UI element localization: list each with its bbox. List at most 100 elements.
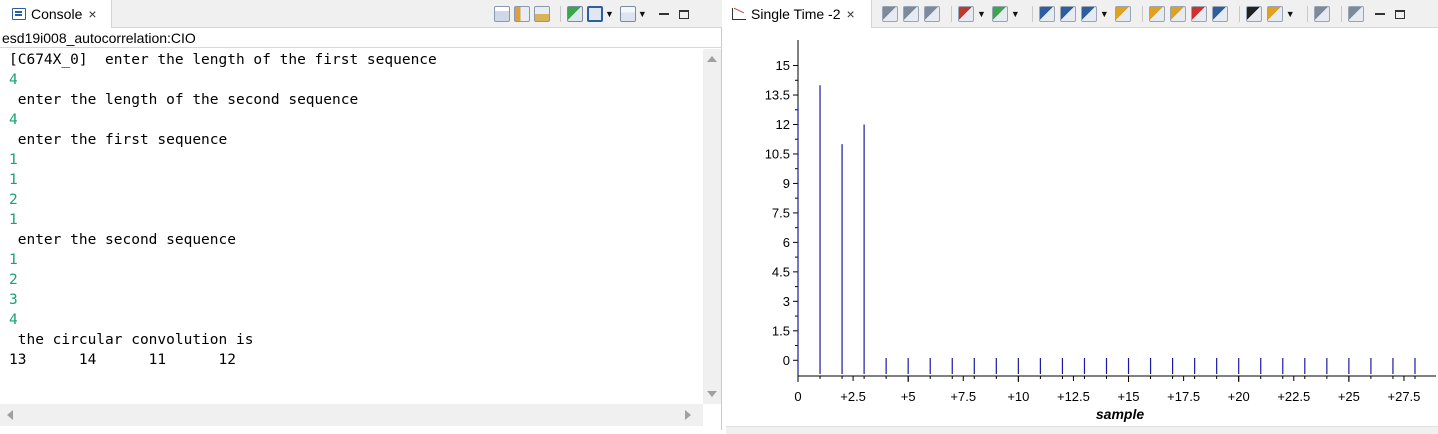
status-strip — [726, 426, 1438, 434]
zoom-out-icon[interactable] — [1059, 6, 1076, 22]
y-tick-label: 13.5 — [765, 88, 790, 103]
pin-console-icon[interactable] — [567, 6, 583, 22]
y-tick-label: 1.5 — [772, 323, 790, 338]
x-tick-label: +2.5 — [840, 389, 866, 404]
console-output[interactable]: [C674X_0] enter the length of the first … — [0, 49, 703, 404]
y-tick-label: 7.5 — [772, 205, 790, 220]
maximize-icon[interactable] — [1394, 9, 1405, 19]
clear-console-icon[interactable] — [494, 6, 510, 22]
properties-icon[interactable] — [1347, 6, 1364, 22]
console-input-line: 2 — [9, 192, 18, 208]
x-tick-label: +10 — [1007, 389, 1029, 404]
chevron-down-icon[interactable]: ▼ — [605, 9, 614, 19]
x-tick-label: +12.5 — [1057, 389, 1090, 404]
toolbar-separator — [1306, 6, 1308, 22]
scroll-right-icon[interactable] — [685, 410, 691, 420]
tab-console[interactable]: Console × — [0, 0, 112, 28]
align-icon[interactable] — [882, 6, 898, 22]
chevron-down-icon[interactable]: ▼ — [1010, 9, 1020, 19]
scroll-left-icon[interactable] — [7, 410, 13, 420]
console-input-line: 3 — [9, 292, 18, 308]
graph-view: Single Time -2 × ▼ ▼ ▼ ▼ 0 1.5 3 4.5 6 7.5 9 10.5 1… — [726, 0, 1438, 434]
console-input-line: 2 — [9, 272, 18, 288]
maximize-icon[interactable] — [678, 9, 689, 19]
x-tick-label: +25 — [1338, 389, 1360, 404]
graph-icon — [732, 8, 746, 20]
x-tick-label: +17.5 — [1167, 389, 1200, 404]
toolbar-separator — [1031, 6, 1033, 22]
sync-icon[interactable] — [1169, 6, 1186, 22]
continuous-refresh-icon[interactable] — [1148, 6, 1165, 22]
save-icon[interactable] — [1313, 6, 1330, 22]
add-measure-icon[interactable] — [991, 6, 1008, 22]
x-tick-label: +22.5 — [1277, 389, 1310, 404]
refresh-icon[interactable] — [1114, 6, 1131, 22]
y-tick-label: 12 — [776, 117, 790, 132]
console-input-line: 1 — [9, 152, 18, 168]
console-output-line: enter the length of the second sequence — [9, 92, 359, 108]
data-icon[interactable] — [1211, 6, 1228, 22]
console-output-line: [C674X_0] enter the length of the first … — [9, 52, 437, 68]
console-output-line: enter the second sequence — [9, 232, 236, 248]
toolbar-separator — [1340, 6, 1342, 22]
x-axis-label: sample — [1096, 406, 1144, 422]
graph-tabbar: Single Time -2 × ▼ ▼ ▼ ▼ — [726, 0, 1438, 28]
graph-toolbar: ▼ ▼ ▼ ▼ — [882, 4, 1409, 24]
vertical-scrollbar[interactable] — [703, 49, 721, 404]
chevron-down-icon[interactable]: ▼ — [1285, 9, 1295, 19]
scroll-down-icon[interactable] — [707, 391, 717, 397]
binoculars-icon[interactable] — [1245, 6, 1262, 22]
console-icon — [12, 8, 26, 20]
toolbar-separator — [560, 6, 561, 22]
scroll-lock-icon[interactable] — [514, 6, 530, 22]
tab-single-time-label: Single Time -2 — [751, 6, 841, 22]
tab-single-time[interactable]: Single Time -2 × — [726, 0, 872, 28]
x-tick-label: +15 — [1117, 389, 1139, 404]
x-tick-label: 0 — [794, 389, 801, 404]
x-tick-label: +7.5 — [950, 389, 976, 404]
console-input-line: 1 — [9, 212, 18, 228]
console-tabbar: Console × ▼ ▼ — [0, 0, 722, 28]
y-tick-label: 4.5 — [772, 264, 790, 279]
console-input-line: 4 — [9, 312, 18, 328]
time-plot[interactable]: 0 1.5 3 4.5 6 7.5 9 10.5 12 13.5 15 0 +2.5 +5 +7.5 +10 +… — [726, 28, 1438, 426]
toolbar-separator — [951, 6, 952, 22]
fit-icon[interactable] — [924, 6, 940, 22]
y-tick-label: 6 — [783, 235, 790, 250]
minimize-icon[interactable] — [658, 13, 669, 15]
toolbar-separator — [1238, 6, 1240, 22]
x-tick-label: +5 — [901, 389, 916, 404]
word-wrap-icon[interactable] — [534, 6, 550, 22]
remove-icon[interactable] — [1190, 6, 1207, 22]
y-tick-label: 0 — [783, 353, 790, 368]
console-output-line: the circular convolution is — [9, 332, 254, 348]
y-tick-label: 10.5 — [765, 146, 790, 161]
chevron-down-icon[interactable]: ▼ — [1099, 9, 1109, 19]
chevron-down-icon[interactable]: ▼ — [977, 9, 986, 19]
tab-console-label: Console — [31, 6, 83, 22]
close-icon[interactable]: × — [846, 6, 855, 22]
console-input-line: 4 — [9, 112, 18, 128]
console-toolbar: ▼ ▼ — [494, 4, 693, 24]
console-name: esd19i008_autocorrelation:CIO — [0, 28, 722, 48]
zoom-fit-icon[interactable] — [1080, 6, 1097, 22]
display-console-icon[interactable] — [587, 6, 603, 22]
minimize-icon[interactable] — [1374, 13, 1385, 15]
close-icon[interactable]: × — [88, 6, 97, 22]
console-input-line: 1 — [9, 172, 18, 188]
marker-icon[interactable] — [958, 6, 974, 22]
console-view: Console × ▼ ▼ esd19i008_autocorrelation:… — [0, 0, 722, 430]
export-icon[interactable] — [1266, 6, 1283, 22]
toolbar-separator — [1141, 6, 1143, 22]
scroll-up-icon[interactable] — [707, 56, 717, 62]
open-console-icon[interactable] — [619, 6, 636, 22]
console-input-line: 1 — [9, 252, 18, 268]
x-tick-label: +27.5 — [1388, 389, 1421, 404]
zoom-in-icon[interactable] — [1038, 6, 1055, 22]
x-tick-label: +20 — [1228, 389, 1250, 404]
center-icon[interactable] — [903, 6, 919, 22]
horizontal-scrollbar[interactable] — [0, 404, 703, 426]
y-tick-label: 9 — [783, 176, 790, 191]
chevron-down-icon[interactable]: ▼ — [637, 9, 647, 19]
